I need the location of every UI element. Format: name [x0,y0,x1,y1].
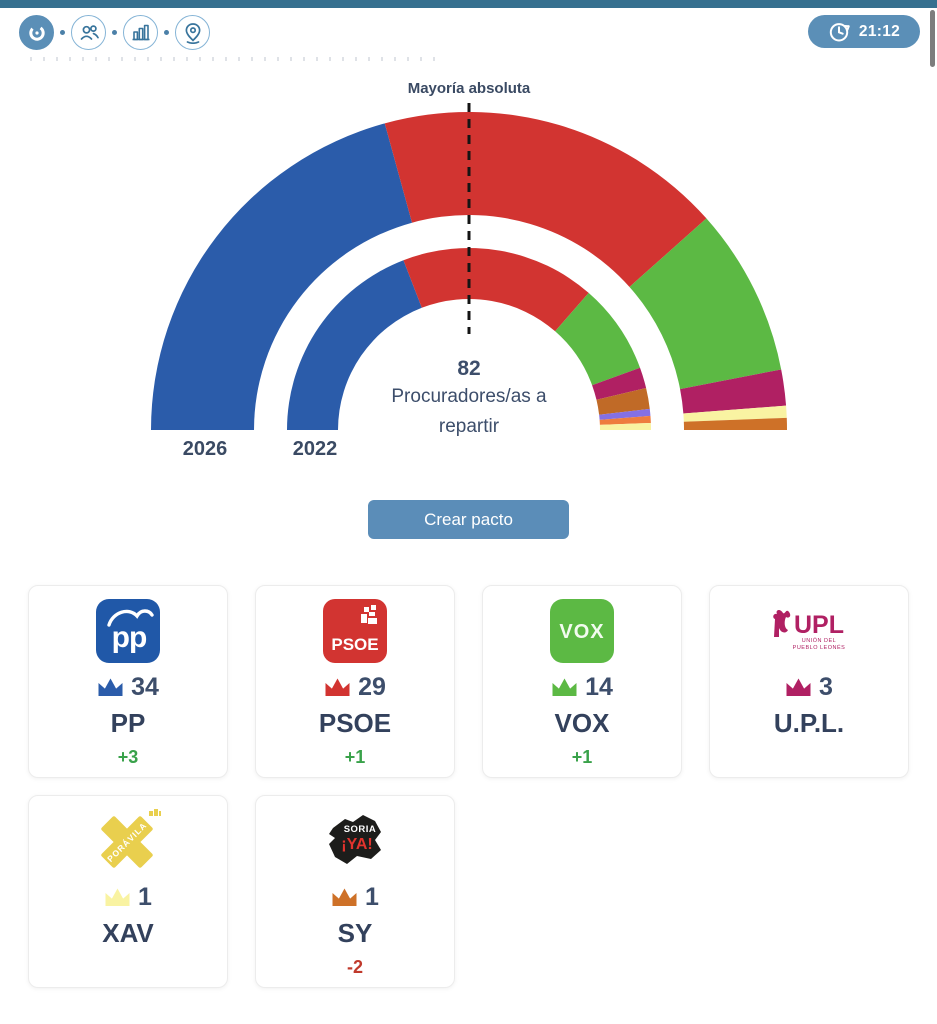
party-card-sy[interactable]: SORIA ¡YA! 1 SY -2 [255,795,455,988]
segment-2022-podemos[interactable] [599,408,651,420]
party-name: XAV [102,918,154,948]
seats-value: 34 [131,672,159,701]
segment-2022-sy[interactable] [596,388,650,415]
seats-row: 1 [104,882,152,911]
party-name: PSOE [318,708,392,738]
seats-caption-line1: Procuradores/as a [391,386,547,407]
top-accent-bar [0,0,937,8]
party-card-xav[interactable]: PORÁVILA 1 XAV [28,795,228,988]
clock-refresh-icon [829,23,850,42]
svg-text:pp: pp [112,621,147,654]
seats-value: 1 [365,882,379,911]
province-silhouette [329,815,381,864]
segment-2022-cs[interactable] [599,415,651,425]
seats-value: 29 [358,672,386,701]
seats-row: 29 [324,672,386,701]
crown-icon [552,678,577,696]
seats-value: 1 [138,882,152,911]
xav-logo: PORÁVILA [95,809,161,873]
party-name: SY [337,918,373,948]
create-pact-button[interactable]: Crear pacto [368,500,569,539]
map-pin-icon [185,22,200,44]
nav-separator-dot [112,30,117,35]
psoe-logo: PSOE [323,599,387,663]
segment-2026-sy[interactable] [683,417,787,430]
party-name: VOX [554,708,610,738]
ring-2026 [151,112,787,431]
segment-2022-pp[interactable] [287,260,422,430]
party-name: PP [110,708,146,738]
timer-value: 21:12 [858,22,901,40]
svg-text:PUEBLO LEONÉS: PUEBLO LEONÉS [793,644,846,651]
clipped-text-remnant [30,57,440,61]
seat-change: +1 [344,747,366,767]
donut-chart-icon [28,24,45,41]
segment-2026-xav[interactable] [683,405,787,422]
party-cards-row-1: pp 34 PP +3 [28,585,909,778]
svg-text:PSOE: PSOE [331,635,378,654]
timer-badge[interactable]: 21:12 [808,15,920,48]
svg-text:UPL: UPL [794,611,844,639]
people-icon [80,24,99,40]
svg-text:UNIÓN DEL: UNIÓN DEL [802,637,836,644]
nav-separator-dot [164,30,169,35]
seats-row: 1 [331,882,379,911]
nav-results-chart[interactable] [123,15,158,50]
scrollbar-thumb[interactable] [930,10,935,67]
crown-icon [98,678,123,696]
crown-icon [332,888,357,906]
party-card-upl[interactable]: UPL UNIÓN DEL PUEBLO LEONÉS 3 U.P.L. [709,585,909,778]
segment-2026-upl[interactable] [680,369,787,414]
seats-to-distribute: 82 Procuradores/as a repartir [334,356,604,442]
majority-label: Mayoría absoluta [407,80,531,97]
fist-rose-glyph [361,605,377,624]
party-cards-row-2: PORÁVILA 1 XAV SORIA ¡YA! [28,795,455,988]
ring-label-2022: 2022 [292,438,338,460]
party-card-pp[interactable]: pp 34 PP +3 [28,585,228,778]
vox-logo: VOX [550,599,614,663]
seat-change: +1 [571,747,593,767]
svg-text:SORIA: SORIA [344,824,377,835]
seat-change: +3 [117,747,139,767]
crown-icon [786,678,811,696]
nav-parties[interactable] [71,15,106,50]
segment-2026-psoe[interactable] [384,112,707,287]
segment-2022-vox[interactable] [555,292,641,386]
segment-2022-xav[interactable] [599,422,651,430]
hemicycle-chart: Mayoría absoluta 82 Procuradores/as a re… [0,0,937,480]
party-name: U.P.L. [773,708,845,738]
seats-row: 14 [551,672,613,701]
svg-text:¡YA!: ¡YA! [341,836,372,853]
ring-2022 [287,248,651,430]
segment-2026-vox[interactable] [629,218,782,390]
upl-logo: UPL UNIÓN DEL PUEBLO LEONÉS [767,599,851,663]
nav-seat-distribution[interactable] [19,15,54,50]
hemicycle-svg [151,103,787,431]
segment-2022-psoe[interactable] [403,248,589,332]
pp-logo: pp [96,599,160,663]
seats-row: 34 [97,672,159,701]
party-card-vox[interactable]: VOX 14 VOX +1 [482,585,682,778]
segment-2026-pp[interactable] [151,123,413,431]
segment-2022-upl[interactable] [592,367,647,400]
main-nav [19,15,210,50]
seats-value: 14 [585,672,613,701]
party-card-psoe[interactable]: PSOE 29 PSOE +1 [255,585,455,778]
nav-separator-dot [60,30,65,35]
bar-chart-icon [132,24,149,40]
seats-row: 3 [785,672,833,701]
svg-text:VOX: VOX [559,621,604,643]
seat-change: -2 [346,957,363,977]
castle-glyph [149,809,161,816]
crown-icon [325,678,350,696]
nav-map[interactable] [175,15,210,50]
seats-value: 3 [819,672,833,701]
lion-glyph [773,610,791,637]
seats-caption-line2: repartir [438,416,500,437]
total-seats-value: 82 [457,357,481,380]
soria-ya-logo: SORIA ¡YA! [323,809,387,873]
ring-label-2026: 2026 [182,438,228,460]
crown-icon [105,888,130,906]
